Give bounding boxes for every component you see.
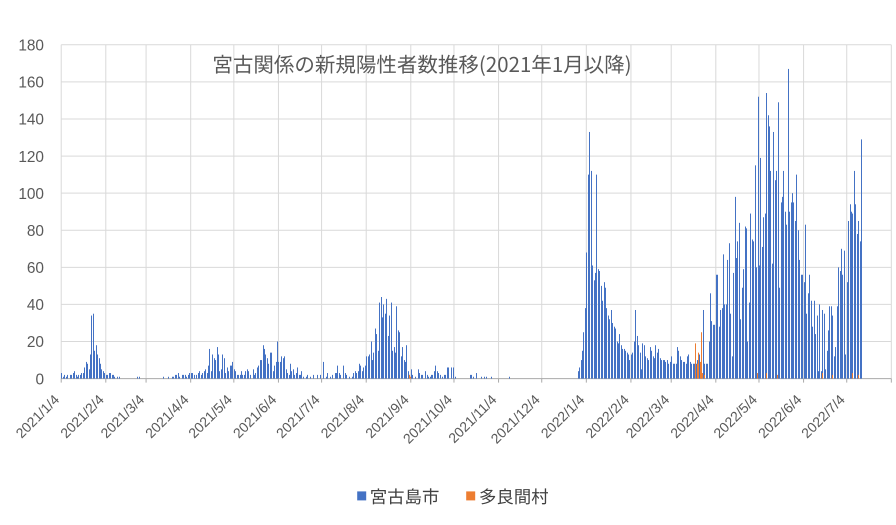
svg-text:60: 60: [27, 260, 44, 277]
svg-text:180: 180: [18, 38, 44, 55]
svg-text:120: 120: [18, 149, 44, 166]
svg-text:0: 0: [35, 371, 44, 388]
svg-text:140: 140: [18, 112, 44, 129]
svg-text:80: 80: [27, 223, 44, 240]
svg-text:100: 100: [18, 186, 44, 203]
svg-text:160: 160: [18, 75, 44, 92]
svg-text:20: 20: [27, 334, 44, 351]
svg-text:40: 40: [27, 297, 44, 314]
